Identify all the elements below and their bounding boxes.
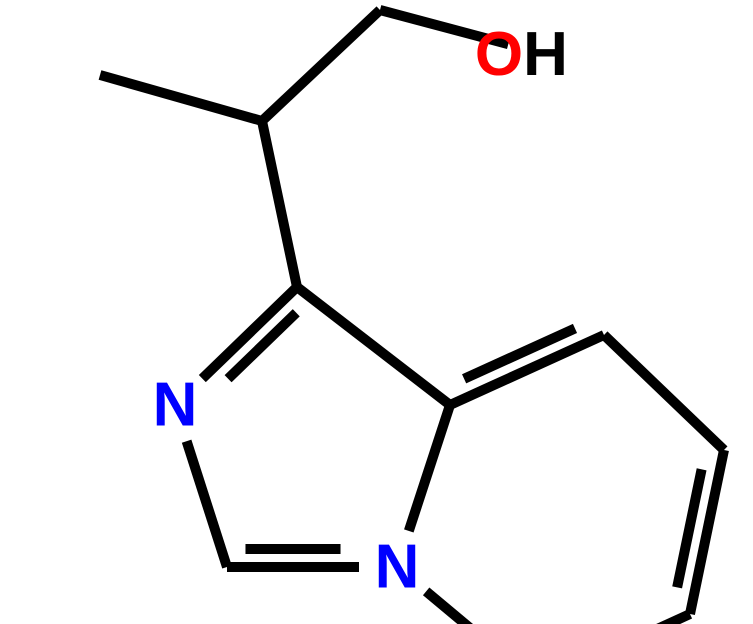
bond — [690, 450, 724, 614]
bond — [202, 287, 297, 379]
o-label: OH — [475, 20, 568, 89]
bond — [100, 75, 262, 121]
bond — [262, 10, 380, 121]
bond — [426, 591, 537, 624]
n-label: N — [153, 371, 198, 440]
bond — [604, 335, 724, 450]
bond — [537, 614, 690, 624]
bond — [409, 405, 450, 531]
bond — [262, 121, 297, 287]
n-label: N — [375, 533, 420, 602]
molecule-diagram: OH N N — [0, 0, 753, 624]
bond — [187, 441, 227, 567]
bond — [297, 287, 450, 405]
